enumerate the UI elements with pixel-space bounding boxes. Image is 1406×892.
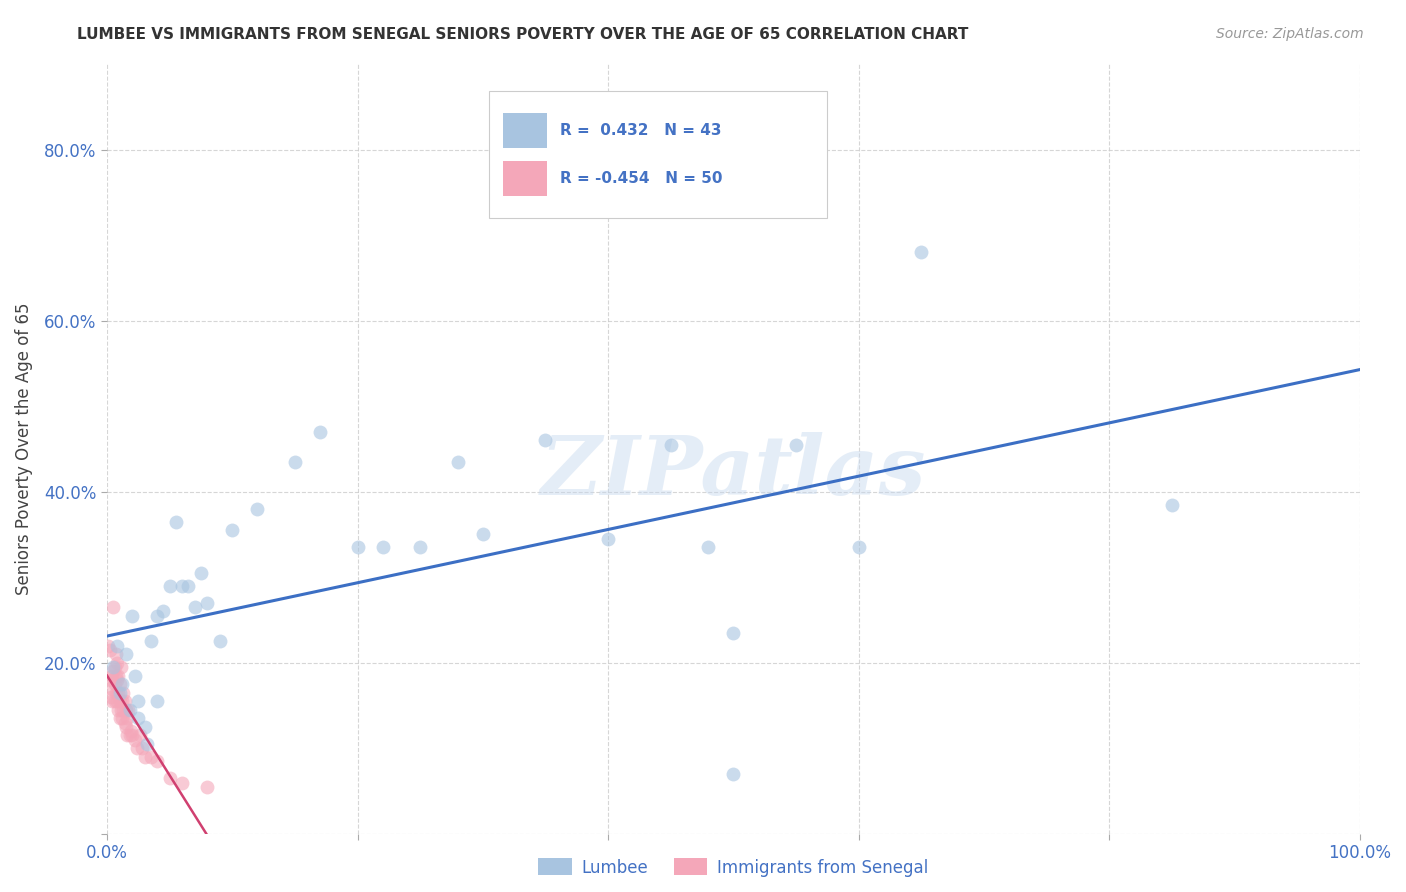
Point <box>221 523 243 537</box>
Point <box>910 245 932 260</box>
Point <box>107 686 129 700</box>
Point <box>124 732 146 747</box>
Point <box>127 741 149 756</box>
Point <box>118 729 141 743</box>
Point <box>97 639 120 653</box>
Point <box>101 694 124 708</box>
Point <box>195 596 218 610</box>
Point <box>103 694 125 708</box>
Point <box>723 767 745 781</box>
Point <box>115 729 138 743</box>
Text: Source: ZipAtlas.com: Source: ZipAtlas.com <box>1216 27 1364 41</box>
Point <box>139 634 162 648</box>
Point <box>371 541 394 555</box>
Point <box>134 749 156 764</box>
Point <box>103 677 125 691</box>
Point <box>114 715 136 730</box>
Point <box>159 579 181 593</box>
Point <box>115 711 138 725</box>
Point <box>195 780 218 794</box>
Point <box>139 749 162 764</box>
Point <box>346 541 368 555</box>
Point <box>112 703 135 717</box>
Point <box>208 634 231 648</box>
Point <box>183 600 205 615</box>
Point <box>246 501 269 516</box>
Point <box>108 677 131 691</box>
Point <box>309 425 332 439</box>
Point <box>146 754 169 768</box>
Point <box>110 660 132 674</box>
Point <box>723 625 745 640</box>
Point <box>128 729 150 743</box>
Point <box>114 647 136 661</box>
Point <box>101 668 124 682</box>
Point <box>659 438 682 452</box>
Point <box>284 455 307 469</box>
Point <box>98 643 121 657</box>
Point <box>104 668 127 682</box>
Point <box>105 694 128 708</box>
Text: ZIPatlas: ZIPatlas <box>540 432 927 512</box>
Point <box>136 737 159 751</box>
Point <box>131 741 153 756</box>
Point <box>120 724 142 739</box>
Point <box>697 541 720 555</box>
Point <box>107 703 129 717</box>
Y-axis label: Seniors Poverty Over the Age of 65: Seniors Poverty Over the Age of 65 <box>15 302 32 595</box>
Point <box>110 703 132 717</box>
Point <box>159 771 181 785</box>
Point <box>190 566 212 580</box>
Point <box>103 660 125 674</box>
Point <box>165 515 187 529</box>
Point <box>785 438 807 452</box>
Point <box>447 455 470 469</box>
Point <box>848 541 870 555</box>
Point <box>104 647 127 661</box>
Point <box>172 775 194 789</box>
Point <box>111 677 134 691</box>
Point <box>111 694 134 708</box>
Point <box>98 681 121 696</box>
Point <box>103 665 125 679</box>
Point <box>114 694 136 708</box>
Point <box>117 703 139 717</box>
Point <box>103 660 125 674</box>
Text: LUMBEE VS IMMIGRANTS FROM SENEGAL SENIORS POVERTY OVER THE AGE OF 65 CORRELATION: LUMBEE VS IMMIGRANTS FROM SENEGAL SENIOR… <box>77 27 969 42</box>
Point <box>596 532 619 546</box>
Point <box>1160 498 1182 512</box>
Point <box>104 686 127 700</box>
Point <box>146 694 169 708</box>
Point <box>103 600 125 615</box>
Point <box>114 720 136 734</box>
Point <box>127 694 149 708</box>
Point <box>100 690 122 704</box>
Legend: Lumbee, Immigrants from Senegal: Lumbee, Immigrants from Senegal <box>531 852 935 883</box>
Point <box>534 434 557 448</box>
Point <box>105 673 128 687</box>
Point <box>112 686 135 700</box>
Point <box>172 579 194 593</box>
Point <box>134 720 156 734</box>
Point <box>105 639 128 653</box>
Point <box>108 694 131 708</box>
Point <box>177 579 200 593</box>
Point <box>105 656 128 670</box>
Point <box>107 668 129 682</box>
Point <box>409 541 432 555</box>
Point <box>114 703 136 717</box>
Point <box>121 608 143 623</box>
Point <box>146 608 169 623</box>
Point <box>108 711 131 725</box>
Point <box>111 711 134 725</box>
Point <box>471 527 494 541</box>
Point <box>108 686 131 700</box>
Point <box>124 668 146 682</box>
Point <box>127 711 149 725</box>
Point <box>121 729 143 743</box>
Point <box>100 673 122 687</box>
Point <box>118 703 141 717</box>
Point <box>152 604 174 618</box>
